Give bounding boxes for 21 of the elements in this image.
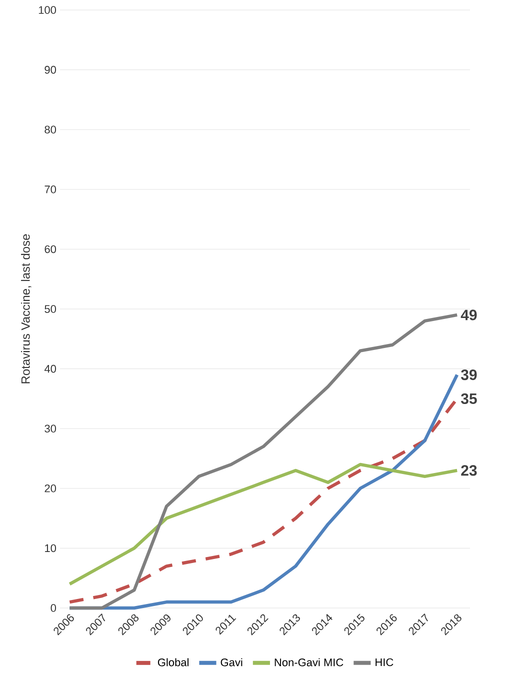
y-tick-label: 10 xyxy=(45,544,56,552)
legend-label: Non-Gavi MIC xyxy=(274,658,344,666)
y-tick-label: 60 xyxy=(44,245,56,254)
y-tick-label: 80 xyxy=(44,126,56,134)
y-tick-label: 90 xyxy=(44,66,56,74)
y-tick-label: 0 xyxy=(50,604,56,612)
data-label: 39 xyxy=(460,369,477,380)
legend-label: Global xyxy=(158,658,188,666)
data-label: 35 xyxy=(460,393,477,404)
legend-label: HIC xyxy=(376,658,394,666)
y-tick-label: 20 xyxy=(44,484,56,492)
data-label: 23 xyxy=(461,465,477,476)
y-tick-label: 70 xyxy=(44,186,56,194)
y-tick-label: 30 xyxy=(44,424,56,432)
legend-label: Gavi xyxy=(220,658,242,666)
y-axis-title: Rotavirus Vaccine, last dose xyxy=(21,234,32,384)
y-tick-label: 100 xyxy=(38,6,56,14)
y-tick-label: 50 xyxy=(44,305,56,313)
line-series xyxy=(68,313,459,610)
y-tick-label: 40 xyxy=(44,364,56,373)
data-label: 49 xyxy=(460,310,477,320)
